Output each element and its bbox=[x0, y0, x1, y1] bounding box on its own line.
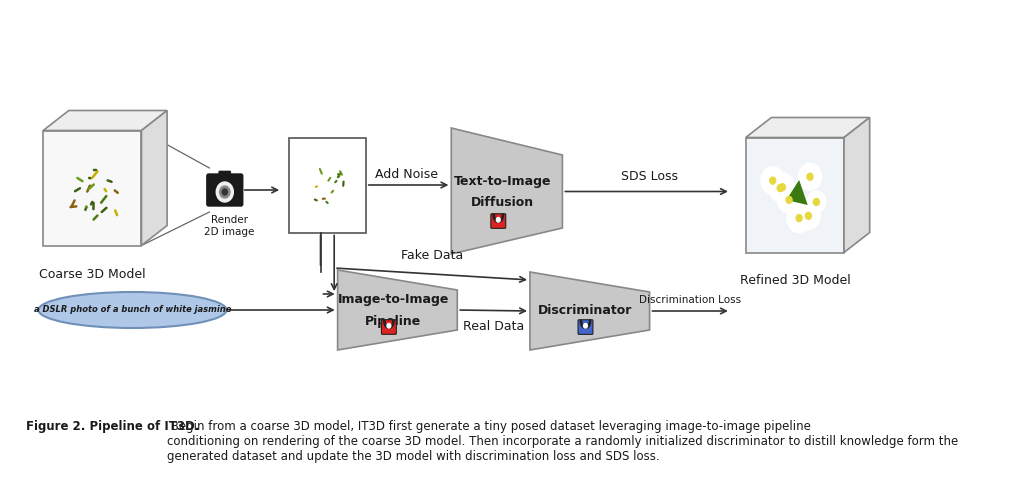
Text: a DSLR photo of a bunch of white jasmine: a DSLR photo of a bunch of white jasmine bbox=[34, 305, 231, 314]
Polygon shape bbox=[141, 110, 167, 245]
Text: Render
2D image: Render 2D image bbox=[204, 215, 254, 237]
Circle shape bbox=[786, 196, 793, 204]
Circle shape bbox=[813, 198, 819, 205]
Text: Discrimination Loss: Discrimination Loss bbox=[639, 295, 741, 305]
FancyBboxPatch shape bbox=[219, 171, 230, 179]
FancyBboxPatch shape bbox=[578, 320, 593, 335]
Circle shape bbox=[497, 217, 500, 222]
Text: Pipeline: Pipeline bbox=[365, 315, 421, 328]
Circle shape bbox=[769, 174, 792, 202]
Circle shape bbox=[807, 173, 813, 180]
Polygon shape bbox=[43, 131, 141, 245]
Polygon shape bbox=[530, 272, 649, 350]
Circle shape bbox=[777, 185, 783, 192]
Text: Discriminator: Discriminator bbox=[539, 304, 633, 317]
Circle shape bbox=[387, 324, 391, 328]
Text: Begin from a coarse 3D model, IT3D first generate a tiny posed dataset leveragin: Begin from a coarse 3D model, IT3D first… bbox=[167, 420, 957, 463]
Circle shape bbox=[797, 202, 820, 230]
Polygon shape bbox=[452, 128, 562, 254]
Circle shape bbox=[796, 215, 802, 222]
Circle shape bbox=[770, 177, 776, 184]
Text: Diffusion: Diffusion bbox=[471, 196, 535, 209]
Text: Text-to-Image: Text-to-Image bbox=[454, 175, 551, 188]
Circle shape bbox=[807, 191, 825, 213]
Circle shape bbox=[761, 167, 784, 194]
Circle shape bbox=[216, 182, 233, 202]
Polygon shape bbox=[786, 180, 808, 205]
Text: Image-to-Image: Image-to-Image bbox=[338, 293, 449, 307]
Circle shape bbox=[777, 187, 801, 213]
FancyBboxPatch shape bbox=[382, 320, 396, 335]
Text: Refined 3D Model: Refined 3D Model bbox=[739, 275, 850, 288]
Circle shape bbox=[220, 186, 230, 198]
FancyBboxPatch shape bbox=[490, 214, 506, 228]
Circle shape bbox=[584, 324, 588, 328]
FancyBboxPatch shape bbox=[207, 174, 243, 206]
Text: Real Data: Real Data bbox=[463, 320, 524, 333]
Polygon shape bbox=[745, 137, 844, 252]
Bar bbox=[289, 137, 366, 232]
Circle shape bbox=[786, 204, 811, 232]
Text: Coarse 3D Model: Coarse 3D Model bbox=[39, 267, 145, 280]
Text: Fake Data: Fake Data bbox=[401, 249, 463, 262]
Circle shape bbox=[806, 212, 811, 219]
Polygon shape bbox=[338, 270, 458, 350]
Text: Add Noise: Add Noise bbox=[376, 168, 438, 181]
Polygon shape bbox=[844, 118, 869, 252]
Circle shape bbox=[799, 163, 821, 190]
Circle shape bbox=[770, 173, 795, 202]
Text: Figure 2. Pipeline of IT3D.: Figure 2. Pipeline of IT3D. bbox=[26, 420, 199, 433]
Text: SDS Loss: SDS Loss bbox=[622, 170, 678, 183]
Polygon shape bbox=[745, 118, 869, 137]
Ellipse shape bbox=[39, 292, 226, 328]
Circle shape bbox=[222, 189, 227, 195]
Circle shape bbox=[779, 184, 785, 191]
Polygon shape bbox=[43, 110, 167, 131]
